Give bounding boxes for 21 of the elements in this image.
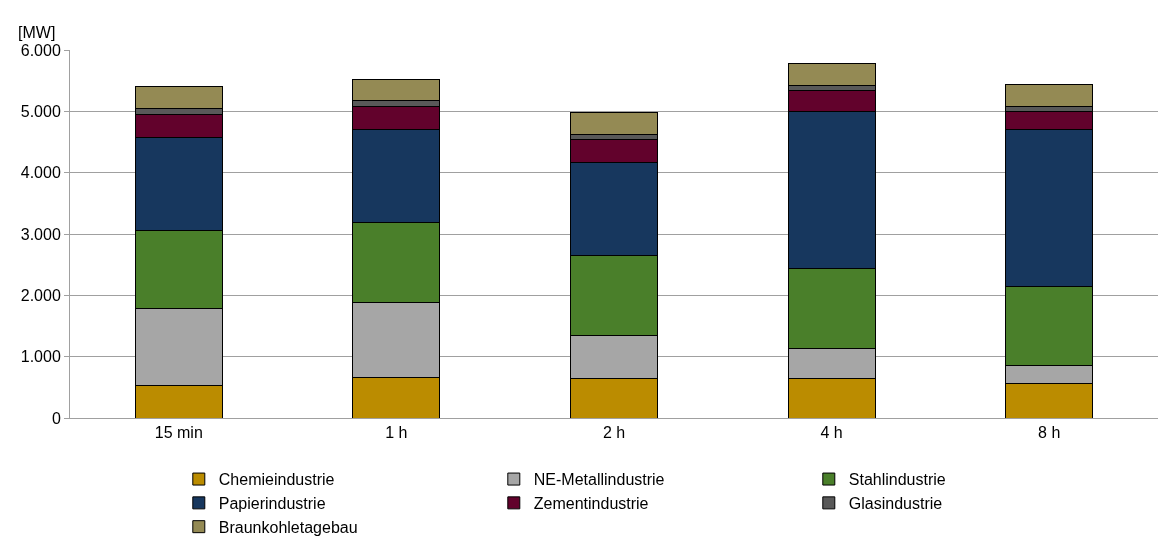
legend-label: NE-Metallindustrie <box>533 471 665 489</box>
x-tick-label: 2 h <box>602 424 626 442</box>
legend-label: Stahlindustrie <box>848 471 946 489</box>
y-tick-label: 1.000 <box>20 348 61 366</box>
y-tick-label: 0 <box>51 409 61 427</box>
y-axis-title: [MW] <box>18 24 56 41</box>
legend-label: Braunkohletagebau <box>218 518 358 536</box>
y-tick-label: 2.000 <box>20 286 61 304</box>
y-tick-label: 6.000 <box>20 41 61 59</box>
legend-label: Zementindustrie <box>533 495 649 513</box>
legend-label: Glasindustrie <box>848 495 943 513</box>
x-tick-label: 15 min <box>154 424 203 442</box>
x-tick-label: 1 h <box>385 424 408 442</box>
x-tick-label: 4 h <box>820 424 843 442</box>
y-tick-label: 5.000 <box>20 102 61 120</box>
y-tick-label: 3.000 <box>20 225 61 243</box>
bar <box>787 62 876 87</box>
y-tick-label: 4.000 <box>20 164 61 182</box>
legend-label: Chemieindustrie <box>218 471 335 489</box>
legend-label: Papierindustrie <box>218 495 326 513</box>
x-tick-label: 8 h <box>1038 424 1061 442</box>
